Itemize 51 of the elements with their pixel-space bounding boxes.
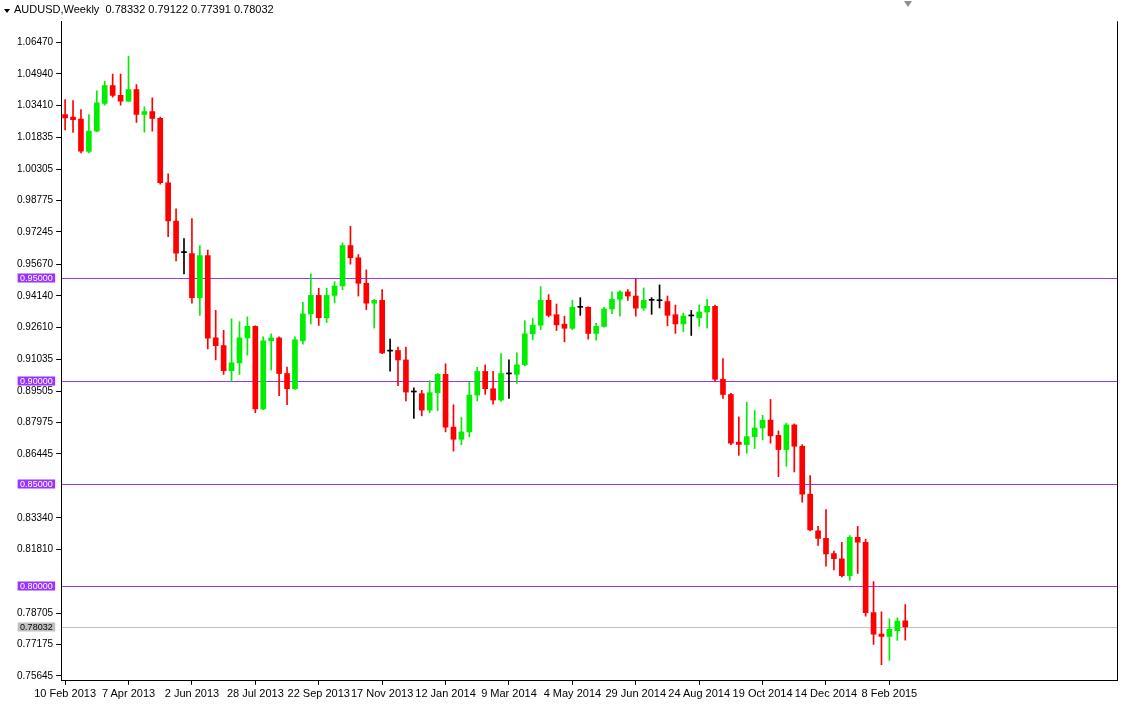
ref-line-label: 0.80000 — [20, 580, 53, 591]
y-tick-label: 0.78705 — [16, 606, 54, 618]
ref-line-label: 0.95000 — [20, 272, 53, 283]
candlestick — [902, 604, 909, 641]
x-tick-label: 19 Oct 2014 — [732, 687, 793, 700]
y-tick-label: 0.86445 — [16, 447, 54, 459]
y-tick-label: 0.94140 — [16, 289, 54, 301]
x-tick-label: 22 Sep 2013 — [287, 687, 350, 700]
y-tick-label: 0.92610 — [16, 321, 54, 333]
y-tick-label: 1.00305 — [16, 162, 54, 174]
x-tick-label: 12 Jan 2014 — [415, 687, 476, 700]
ref-line-label: 0.90000 — [20, 375, 53, 386]
y-tick-label: 1.04940 — [16, 67, 54, 79]
candlestick — [181, 238, 187, 275]
candlestick — [70, 100, 76, 133]
ref-line-label: 0.78032 — [20, 621, 53, 632]
y-tick-label: 1.03410 — [16, 99, 54, 111]
x-tick-label: 7 Apr 2013 — [101, 687, 156, 700]
y-tick-label: 0.91035 — [16, 353, 54, 365]
x-tick-label: 4 May 2014 — [543, 687, 602, 700]
x-tick-label: 28 Jul 2013 — [226, 687, 284, 700]
chart-title: AUDUSD,Weekly 0.78332 0.79122 0.77391 0.78032 — [14, 2, 274, 15]
candlestick — [577, 297, 584, 316]
y-tick-label: 0.83340 — [16, 511, 54, 523]
candlestick — [854, 525, 861, 574]
y-tick-label: 0.81810 — [16, 543, 54, 554]
candlestick — [212, 310, 219, 361]
x-tick-label: 17 Nov 2013 — [350, 687, 414, 700]
x-tick-label: 14 Dec 2014 — [794, 687, 858, 700]
candlestick — [743, 401, 750, 454]
x-tick-label: 29 Jun 2014 — [605, 687, 667, 700]
candlestick — [62, 99, 68, 131]
candlestick — [704, 298, 710, 329]
y-tick-label: 0.98775 — [16, 194, 54, 206]
y-tick-label: 0.89505 — [16, 384, 54, 396]
candlestick — [371, 298, 378, 329]
x-tick-label: 9 Mar 2014 — [481, 687, 537, 700]
y-tick-label: 1.01835 — [16, 131, 54, 143]
y-tick-label: 0.75645 — [16, 669, 54, 681]
ref-line-label: 0.85000 — [20, 478, 53, 489]
candlestick — [268, 333, 275, 371]
y-tick-label: 0.77175 — [16, 638, 54, 650]
y-tick-label: 0.97245 — [16, 225, 54, 237]
candlestick — [735, 416, 742, 456]
y-tick-label: 0.87975 — [16, 416, 54, 428]
x-tick-label: 8 Feb 2015 — [861, 687, 918, 700]
y-tick-label: 1.06470 — [16, 36, 54, 48]
x-tick-label: 10 Feb 2013 — [34, 687, 96, 700]
x-tick-label: 2 Jun 2013 — [164, 687, 220, 700]
y-tick-label: 0.95670 — [16, 258, 54, 270]
x-tick-label: 24 Aug 2014 — [668, 687, 731, 700]
